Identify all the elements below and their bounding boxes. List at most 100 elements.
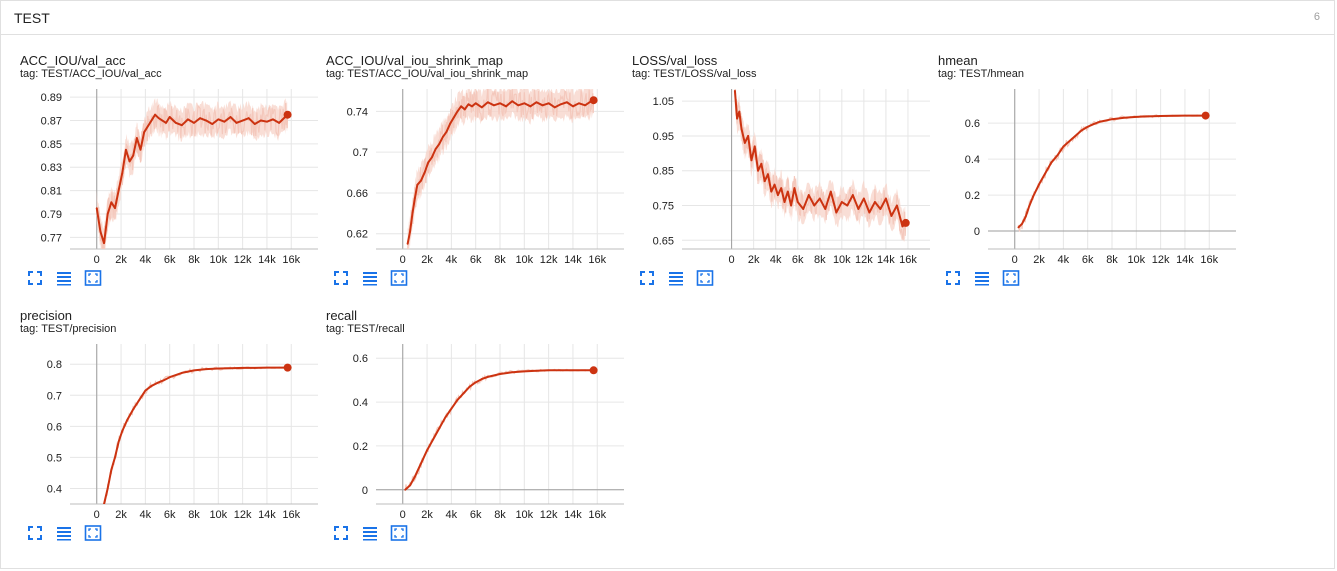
data-point	[247, 117, 250, 120]
x-tick-label: 0	[94, 254, 100, 266]
fullscreen-icon[interactable]	[638, 269, 656, 287]
data-point	[180, 124, 183, 127]
section-title: TEST	[14, 10, 50, 26]
fullscreen-icon[interactable]	[332, 524, 350, 542]
data-point	[1068, 140, 1071, 143]
x-tick-label: 4k	[140, 509, 152, 521]
data-point	[165, 121, 167, 124]
data-point	[753, 145, 756, 148]
chart-plot-precision[interactable]: 0 2k 4k 6k 8k 10k 12k 14k 16k 0.4 0.5 0.6 0.7 0.8	[20, 336, 320, 521]
data-point	[1092, 123, 1095, 125]
list-icon[interactable]	[973, 269, 991, 287]
data-point	[1074, 134, 1077, 137]
chart-tag: tag: TEST/precision	[20, 323, 117, 335]
data-point	[584, 104, 586, 107]
list-icon[interactable]	[55, 269, 73, 287]
data-point	[890, 215, 893, 217]
data-point	[796, 201, 799, 203]
fullscreen-icon[interactable]	[26, 269, 44, 287]
chart-title: precision	[20, 308, 73, 323]
data-point	[117, 440, 120, 443]
data-point	[1147, 115, 1150, 118]
x-tick-label: 10k	[515, 509, 533, 521]
data-point	[193, 369, 195, 372]
data-point	[757, 169, 759, 172]
data-point	[1171, 114, 1174, 117]
y-tick-label: 0.2	[965, 190, 980, 202]
last-value-marker	[589, 96, 598, 105]
x-tick-label: 4k	[446, 254, 458, 266]
y-tick-label: 0	[974, 226, 980, 238]
chart-plot-recall[interactable]: 0 2k 4k 6k 8k 10k 12k 14k 16k 0 0.2 0.4 0.6	[326, 336, 626, 521]
data-point	[441, 135, 444, 138]
data-point	[750, 159, 753, 162]
data-point	[783, 201, 786, 203]
list-icon[interactable]	[361, 524, 379, 542]
fullscreen-icon[interactable]	[944, 269, 962, 287]
data-point	[174, 121, 177, 124]
data-point	[150, 119, 153, 122]
fullscreen-icon[interactable]	[332, 269, 350, 287]
fit-domain-icon[interactable]	[1002, 269, 1020, 287]
data-point	[431, 156, 433, 159]
data-point	[253, 123, 256, 125]
fullscreen-icon[interactable]	[26, 524, 44, 542]
data-point	[790, 204, 793, 207]
list-icon[interactable]	[361, 269, 379, 287]
raw-series-line	[103, 366, 288, 504]
data-point	[824, 208, 827, 210]
data-point	[162, 379, 165, 382]
data-point	[1050, 161, 1053, 164]
data-point	[835, 211, 838, 214]
y-tick-label: 0.6	[47, 421, 62, 433]
data-point	[187, 118, 189, 121]
y-tick-label: 0.62	[347, 229, 368, 241]
data-point	[266, 120, 268, 123]
data-point	[114, 456, 116, 459]
last-value-marker	[283, 363, 292, 372]
data-point	[272, 118, 274, 121]
x-tick-label: 8k	[188, 254, 200, 266]
data-point	[868, 211, 871, 214]
y-tick-label: 0.8	[47, 359, 62, 371]
data-point	[103, 242, 105, 245]
chart-plot-val-acc[interactable]: 0 2k 4k 6k 8k 10k 12k 14k 16k 0.77 0.79 0.81 0.83 0.8…	[20, 81, 320, 266]
data-point	[780, 187, 783, 190]
data-point	[1184, 114, 1186, 117]
data-point	[896, 204, 898, 207]
data-point	[740, 128, 743, 130]
chart-tag: tag: TEST/recall	[326, 323, 405, 335]
fit-domain-icon[interactable]	[84, 524, 102, 542]
data-point	[409, 230, 411, 233]
list-icon[interactable]	[667, 269, 685, 287]
chart-plot-hmean[interactable]: 0 2k 4k 6k 8k 10k 12k 14k 16k 0 0.2 0.4 0.6	[938, 81, 1238, 266]
data-points	[406, 99, 595, 245]
x-tick-label: 12k	[234, 254, 252, 266]
chart-plot-val-loss[interactable]: 0 2k 4k 6k 8k 10k 12k 14k 16k 0.65 0.75 0.85 0.95 1.0…	[632, 81, 932, 266]
data-point	[474, 381, 477, 384]
data-point	[862, 197, 865, 200]
data-point	[128, 160, 131, 163]
fit-domain-icon[interactable]	[390, 524, 408, 542]
x-tick-label: 4k	[140, 254, 152, 266]
data-point	[103, 503, 105, 504]
chart-title: ACC_IOU/val_acc	[20, 53, 126, 68]
fit-domain-icon[interactable]	[84, 269, 102, 287]
y-tick-label: 0.66	[347, 188, 368, 200]
chart-card-precision: precision tag: TEST/precision 0 2k 4k 6k 8k 1…	[20, 308, 320, 558]
data-point	[499, 373, 501, 375]
data-point	[114, 207, 116, 210]
data-point	[471, 105, 473, 108]
last-value-marker	[283, 110, 292, 119]
chart-plot-val-iou-shrink-map[interactable]: 0 2k 4k 6k 8k 10k 12k 14k 16k 0.62 0.66 0.7 0.74	[326, 81, 626, 266]
fit-domain-icon[interactable]	[696, 269, 714, 287]
fit-domain-icon[interactable]	[390, 269, 408, 287]
x-tick-label: 2k	[748, 254, 760, 266]
section-header[interactable]: TEST 6	[1, 1, 1334, 35]
data-point	[278, 366, 280, 369]
x-tick-label: 12k	[540, 254, 558, 266]
data-point	[547, 102, 550, 105]
chart-card-val-loss: LOSS/val_loss tag: TEST/LOSS/val_loss 0 2…	[632, 53, 932, 303]
list-icon[interactable]	[55, 524, 73, 542]
chart-title: hmean	[938, 53, 978, 68]
